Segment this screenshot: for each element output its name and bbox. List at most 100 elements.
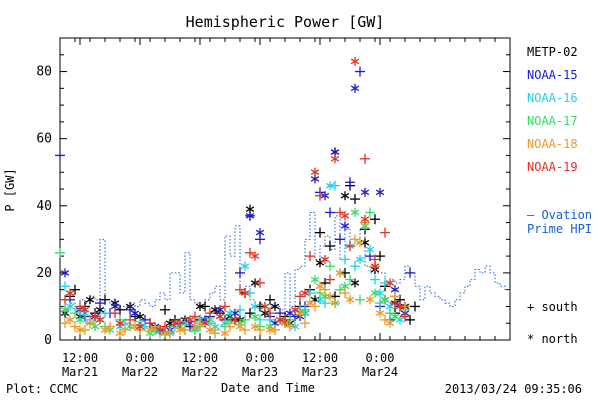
north-point xyxy=(350,56,360,66)
south-point xyxy=(70,284,80,295)
x-tick-time: 12:00 xyxy=(62,351,98,365)
north-point xyxy=(305,298,315,308)
north-point xyxy=(390,312,400,322)
south-point xyxy=(335,207,345,218)
points-layer xyxy=(55,56,420,339)
north-point xyxy=(325,181,335,191)
south-point xyxy=(370,274,380,285)
north-point xyxy=(60,305,70,315)
north-point xyxy=(100,325,110,335)
north-point xyxy=(345,295,355,305)
north-point-stroke xyxy=(320,256,330,263)
north-point xyxy=(370,288,380,298)
north-point-stroke xyxy=(85,296,95,303)
north-point-stroke xyxy=(350,209,360,216)
north-point-stroke xyxy=(65,290,75,296)
south-point xyxy=(295,291,305,302)
north-point-stroke xyxy=(310,176,320,182)
south-point xyxy=(380,277,390,288)
north-point-stroke xyxy=(110,303,120,310)
south-point xyxy=(345,177,355,188)
north-point-stroke xyxy=(310,276,320,283)
north-point-stroke xyxy=(385,280,395,286)
north-point-stroke xyxy=(395,303,405,310)
north-point-stroke xyxy=(385,320,395,327)
north-point-stroke xyxy=(315,260,325,266)
south-point xyxy=(355,66,365,77)
south-point xyxy=(80,324,90,335)
north-point xyxy=(65,315,75,325)
north-point xyxy=(385,318,395,328)
north-point xyxy=(275,315,285,325)
chart-title: Hemispheric Power [GW] xyxy=(186,13,385,31)
south-point xyxy=(305,251,315,262)
north-point-stroke xyxy=(365,246,375,253)
north-point-stroke xyxy=(305,300,315,306)
north-point xyxy=(215,312,225,322)
north-point-stroke xyxy=(60,306,70,313)
north-point-stroke xyxy=(375,310,385,316)
x-tick-date: Mar23 xyxy=(242,365,278,379)
south-point xyxy=(390,298,400,309)
north-point-stroke xyxy=(240,263,250,269)
north-point xyxy=(95,315,105,325)
south-point xyxy=(310,301,320,312)
north-point-stroke xyxy=(215,306,225,313)
north-point-stroke xyxy=(95,306,105,313)
north-point-stroke xyxy=(375,189,385,196)
south-point xyxy=(145,318,155,329)
north-point-stroke xyxy=(340,223,350,229)
north-point-stroke xyxy=(145,327,155,333)
south-point xyxy=(160,304,170,315)
north-point xyxy=(250,322,260,332)
north-point xyxy=(130,308,140,318)
south-point xyxy=(400,301,410,312)
north-point-stroke xyxy=(300,290,310,296)
north-point-stroke xyxy=(265,327,275,333)
x-tick-date: Mar23 xyxy=(302,365,338,379)
north-point-stroke xyxy=(315,296,325,303)
south-point xyxy=(285,321,295,332)
south-point xyxy=(55,247,65,258)
north-point xyxy=(155,325,165,335)
legend-item: NOAA-16 xyxy=(527,91,578,105)
south-point xyxy=(225,321,235,332)
north-point xyxy=(220,328,230,338)
south-point xyxy=(175,318,185,329)
south-point xyxy=(220,301,230,312)
south-point xyxy=(320,284,330,295)
north-point-stroke xyxy=(230,317,240,323)
south-point xyxy=(235,304,245,315)
north-point-stroke xyxy=(350,58,360,65)
north-point xyxy=(380,295,390,305)
north-point-stroke xyxy=(115,330,125,337)
north-point-stroke xyxy=(85,320,95,327)
south-point xyxy=(245,308,255,319)
north-point-stroke xyxy=(260,303,270,310)
north-point-stroke xyxy=(220,330,230,337)
north-point xyxy=(85,318,95,328)
south-point xyxy=(160,321,170,332)
north-point xyxy=(375,288,385,298)
north-point xyxy=(360,187,370,197)
south-point xyxy=(325,207,335,218)
y-tick-label: 0 xyxy=(44,333,52,348)
north-point-stroke xyxy=(390,286,400,293)
y-tick-label: 60 xyxy=(36,132,52,147)
south-point xyxy=(350,194,360,205)
south-point xyxy=(300,318,310,329)
north-point xyxy=(85,295,95,305)
south-point xyxy=(370,214,380,225)
tick-layer: 02040608012:00Mar210:00Mar2212:00Mar220:… xyxy=(36,37,511,379)
ovation-hpi-line xyxy=(60,211,511,311)
north-point xyxy=(225,308,235,318)
north-point xyxy=(170,318,180,328)
north-point-stroke xyxy=(185,317,195,323)
north-point-stroke xyxy=(390,313,400,320)
north-point xyxy=(325,291,335,301)
plot-timestamp: 2013/03/24 09:35:06 xyxy=(445,382,582,396)
north-point-stroke xyxy=(380,296,390,303)
north-point xyxy=(190,322,200,332)
north-point-stroke xyxy=(290,306,300,313)
north-point-stroke xyxy=(100,327,110,333)
